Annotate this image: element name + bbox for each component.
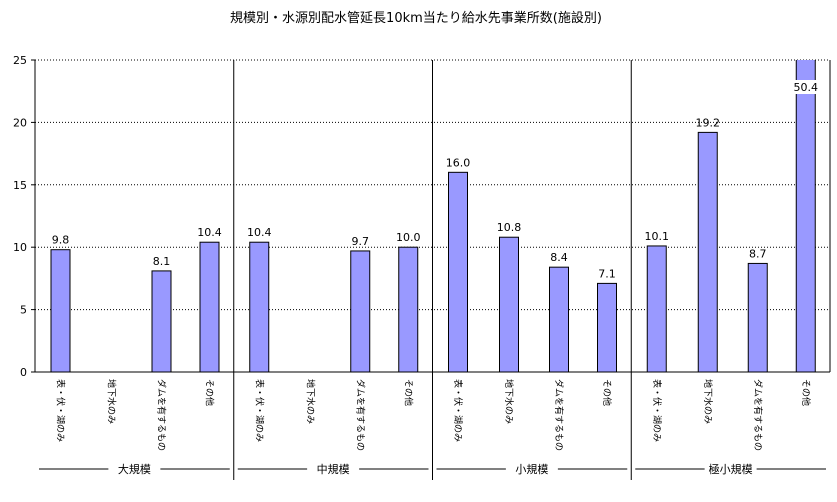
bar <box>499 236 519 372</box>
value-label: 10.4 <box>197 226 222 239</box>
category-label: その他 <box>204 379 216 406</box>
value-label: 9.7 <box>352 235 370 248</box>
bar <box>249 241 270 372</box>
y-tick-label: 10 <box>13 241 27 254</box>
value-label: 8.1 <box>153 255 171 268</box>
value-label: 7.1 <box>598 267 616 280</box>
group-label-bg <box>307 462 360 476</box>
category-label: 表・伏・湖のみ <box>55 379 67 442</box>
bar <box>646 245 667 372</box>
category-label: 表・伏・湖のみ <box>452 379 464 442</box>
value-label: 19.2 <box>696 116 721 129</box>
bar <box>151 270 172 372</box>
category-label: 地下水のみ <box>106 379 118 424</box>
bar <box>448 171 468 372</box>
value-label: 10.8 <box>497 221 522 234</box>
group-label: 極小規模 <box>709 462 753 476</box>
bar <box>795 60 816 372</box>
y-tick-label: 0 <box>20 366 27 379</box>
group-label: 大規模 <box>118 462 151 476</box>
value-label: 10.0 <box>396 231 421 244</box>
bar <box>199 241 220 372</box>
y-tick-label: 15 <box>13 179 27 192</box>
category-label: 地下水のみ <box>304 379 316 424</box>
y-tick-label: 25 <box>13 54 27 67</box>
category-label: 表・伏・湖のみ <box>651 379 663 442</box>
bar <box>50 249 71 372</box>
group-label: 小規模 <box>515 462 548 476</box>
group-label-bg <box>505 462 558 476</box>
value-label: 16.0 <box>446 156 471 169</box>
bar <box>398 246 419 372</box>
value-label: 10.4 <box>247 226 272 239</box>
category-label: その他 <box>800 379 812 406</box>
bar <box>597 282 617 372</box>
y-tick-label: 5 <box>20 304 27 317</box>
bar <box>697 131 718 372</box>
value-label: 8.7 <box>749 247 767 260</box>
category-label: ダムを有するもの <box>354 379 366 451</box>
value-label: 50.4 <box>794 81 819 94</box>
value-label: 8.4 <box>550 251 568 264</box>
category-label: その他 <box>402 379 414 406</box>
group-label: 中規模 <box>317 462 350 476</box>
bar <box>350 250 371 372</box>
category-label: 表・伏・湖のみ <box>253 379 265 442</box>
category-label: 地下水のみ <box>503 379 515 424</box>
group-label-bg <box>108 462 161 476</box>
y-tick-label: 20 <box>13 116 27 129</box>
category-label: ダムを有するもの <box>553 379 565 451</box>
value-label: 10.1 <box>645 230 670 243</box>
category-label: その他 <box>601 379 613 406</box>
value-label-bg <box>784 80 828 94</box>
bar <box>549 266 569 372</box>
chart-title: 規模別・水源別配水管延長10km当たり給水先事業所数(施設別) <box>230 10 602 26</box>
group-label-bg <box>704 462 757 476</box>
category-label: 地下水のみ <box>702 379 714 424</box>
category-label: ダムを有するもの <box>156 379 168 451</box>
category-label: ダムを有するもの <box>752 379 764 451</box>
bar <box>747 262 768 372</box>
value-label: 9.8 <box>52 234 70 247</box>
